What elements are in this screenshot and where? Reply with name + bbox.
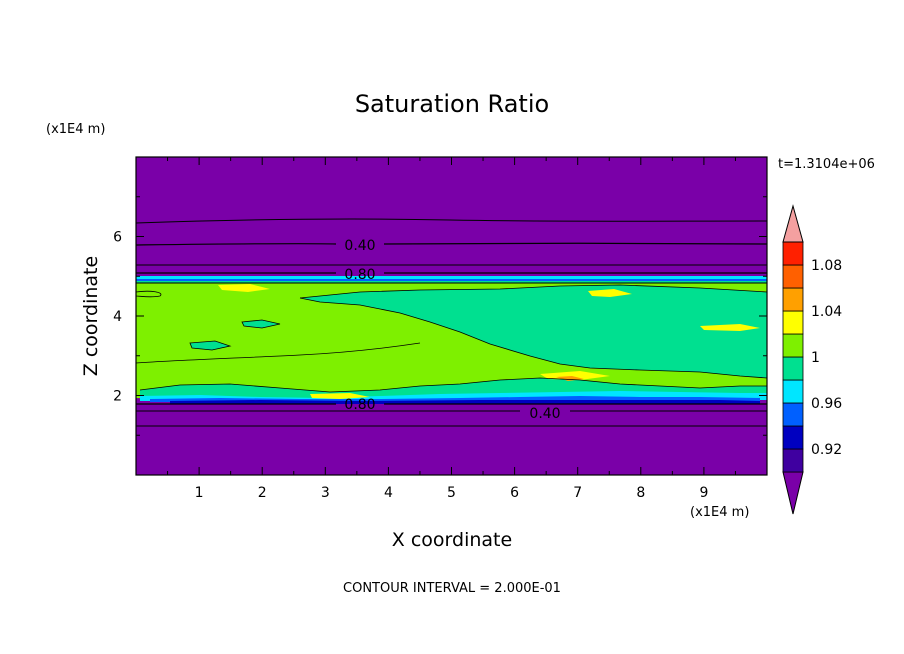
top-edge-blue (136, 279, 767, 281)
yellow-patch-3 (700, 324, 760, 331)
top-edge-cyan (136, 276, 767, 279)
teal-region-main (300, 285, 767, 378)
colorbar-swatch (782, 448, 804, 473)
plot-area: 0.40 0.80 0.80 0.40 (135, 156, 768, 476)
x-unit-label: (x1E4 m) (690, 505, 749, 520)
x-tick-label: 2 (258, 485, 267, 501)
colorbar-swatch (782, 241, 804, 266)
yellow-patch-1 (218, 284, 270, 292)
contour-line (241, 319, 281, 329)
y-tick-label: 2 (113, 389, 122, 405)
time-label: t=1.3104e+06 (778, 157, 875, 172)
colorbar-label: 0.92 (811, 442, 842, 458)
x-tick-label: 4 (384, 485, 393, 501)
x-tick-label: 3 (321, 485, 330, 501)
y-tick-label: 6 (113, 230, 122, 246)
colorbar-label: 0.96 (811, 396, 842, 412)
contour-line (189, 340, 232, 351)
colorbar-label: 1.08 (811, 258, 842, 274)
contour-label: 0.40 (529, 406, 560, 422)
colorbar-swatch (782, 264, 804, 289)
yellow-patch-5 (310, 393, 370, 399)
y-tick-label: 4 (113, 309, 122, 325)
x-tick-label: 1 (195, 485, 204, 501)
colorbar-label: 1.04 (811, 304, 842, 320)
chart-title: Saturation Ratio (355, 90, 549, 118)
x-tick-label: 7 (573, 485, 582, 501)
dark-blue-band (170, 400, 760, 404)
contour-line (135, 218, 768, 224)
contour-interval-label: CONTOUR INTERVAL = 2.000E-01 (343, 581, 561, 596)
contour-label: 0.40 (344, 238, 375, 254)
contour-line (139, 377, 767, 393)
colorbar-swatch (782, 287, 804, 312)
yellow-patch-4 (540, 371, 610, 380)
colorbar-swatch (782, 333, 804, 358)
contour-label: 0.80 (344, 267, 375, 283)
x-tick-label: 5 (447, 485, 456, 501)
top-edge-green (136, 281, 767, 283)
contour-line (299, 284, 768, 299)
yellow-patch-2 (588, 289, 632, 297)
y-axis-label: Z coordinate (80, 256, 102, 376)
colorbar-swatch (782, 425, 804, 450)
colorbar-min-arrow (782, 471, 804, 515)
x-tick-label: 8 (636, 485, 645, 501)
colorbar-label: 1 (811, 350, 820, 366)
contour-line (135, 297, 768, 379)
contour-label: 0.80 (344, 397, 375, 413)
contour-line (135, 242, 768, 246)
x-tick-label: 6 (510, 485, 519, 501)
teal-patch-left (190, 341, 230, 350)
axis-ticks: 1 2 3 4 5 6 7 8 9 2 4 6 (113, 157, 767, 501)
x-axis-label: X coordinate (392, 529, 512, 551)
colorbar: 1.08 1.04 1 0.96 0.92 (782, 204, 842, 515)
contour-line (135, 290, 162, 298)
colorbar-max-arrow (782, 204, 804, 243)
colorbar-swatch (782, 310, 804, 335)
colorbar-swatch (782, 356, 804, 381)
x-tick-label: 9 (699, 485, 708, 501)
y-unit-label: (x1E4 m) (46, 122, 105, 137)
colorbar-swatch (782, 402, 804, 427)
colorbar-swatch (782, 379, 804, 404)
